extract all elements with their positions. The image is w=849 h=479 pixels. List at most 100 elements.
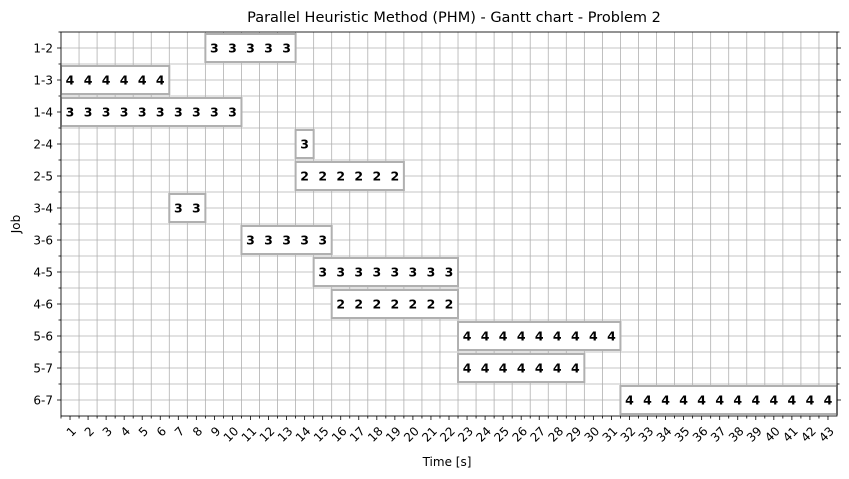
y-tick-label: 5-7 [33, 362, 53, 376]
x-tick-label: 2 [82, 424, 97, 439]
task-label: 2 [372, 297, 381, 312]
task-label: 4 [535, 361, 544, 376]
task-label: 4 [463, 361, 472, 376]
task-label: 4 [643, 393, 652, 408]
task-label: 3 [336, 265, 345, 280]
task-label: 4 [463, 329, 472, 344]
task-label: 4 [553, 329, 562, 344]
task-label: 2 [318, 169, 327, 184]
y-tick-label: 1-3 [33, 74, 53, 88]
y-tick-label: 5-6 [33, 330, 53, 344]
task-label: 3 [84, 105, 93, 120]
x-tick-label: 9 [208, 424, 223, 439]
task-bar-6-7 [619, 385, 838, 415]
task-label: 4 [571, 329, 580, 344]
task-label: 3 [300, 137, 309, 152]
y-tick-label: 4-6 [33, 298, 53, 312]
task-bar-3-6 [240, 225, 333, 255]
task-label: 2 [354, 169, 363, 184]
y-tick-label: 2-4 [33, 138, 53, 152]
task-label: 3 [228, 105, 237, 120]
task-label: 2 [391, 297, 400, 312]
x-axis-label: Time [s] [422, 455, 472, 469]
task-label: 4 [589, 329, 598, 344]
task-label: 3 [210, 105, 219, 120]
task-label: 4 [806, 393, 815, 408]
task-label: 3 [228, 41, 237, 56]
task-label: 4 [517, 329, 526, 344]
task-bar-5-6 [457, 321, 622, 351]
x-tick-label: 8 [190, 424, 205, 439]
task-label: 4 [553, 361, 562, 376]
y-axis-label: Job [9, 215, 23, 235]
task-label: 2 [409, 297, 418, 312]
y-tick-label: 2-5 [33, 170, 53, 184]
x-axis: 1 2 3 4 5 6 7 8 91011121314151617181920212223242… [60, 416, 837, 445]
task-bar-5-7 [457, 353, 586, 383]
y-tick-label: 3-4 [33, 202, 53, 216]
task-bar-1-3 [60, 65, 171, 95]
task-label: 3 [192, 201, 201, 216]
task-label: 4 [156, 73, 165, 88]
x-tick-label: 43 [816, 424, 837, 445]
task-label: 4 [481, 361, 490, 376]
x-tick-label: 5 [136, 424, 151, 439]
task-label: 3 [264, 233, 273, 248]
task-label: 3 [156, 105, 165, 120]
task-label: 4 [824, 393, 833, 408]
task-label: 3 [210, 41, 219, 56]
task-label: 4 [535, 329, 544, 344]
task-label: 2 [300, 169, 309, 184]
task-label: 4 [625, 393, 634, 408]
task-label: 2 [354, 297, 363, 312]
task-label: 2 [336, 169, 345, 184]
task-bar-3-4 [168, 193, 207, 223]
task-label: 3 [174, 201, 183, 216]
task-label: 4 [733, 393, 742, 408]
task-label: 3 [192, 105, 201, 120]
y-tick-label: 1-4 [33, 106, 53, 120]
task-label: 4 [120, 73, 129, 88]
task-label: 3 [138, 105, 147, 120]
task-label: 4 [138, 73, 147, 88]
task-label: 4 [517, 361, 526, 376]
task-label: 3 [264, 41, 273, 56]
task-label: 4 [499, 329, 508, 344]
task-label: 3 [282, 41, 291, 56]
task-label: 3 [246, 233, 255, 248]
task-label: 3 [318, 233, 327, 248]
y-tick-label: 3-6 [33, 234, 53, 248]
task-label: 3 [120, 105, 129, 120]
chart-title: Parallel Heuristic Method (PHM) - Gantt … [247, 10, 661, 26]
task-label: 3 [372, 265, 381, 280]
task-label: 4 [788, 393, 797, 408]
task-bar-2-5 [294, 161, 405, 191]
grid [60, 31, 838, 417]
task-label: 3 [354, 265, 363, 280]
task-label: 4 [679, 393, 688, 408]
task-label: 4 [481, 329, 490, 344]
task-bar-4-5 [312, 257, 460, 287]
task-label: 4 [769, 393, 778, 408]
x-tick-label: 1 [64, 424, 79, 439]
task-label: 4 [102, 73, 111, 88]
task-label: 2 [445, 297, 454, 312]
task-label: 3 [246, 41, 255, 56]
task-label: 4 [607, 329, 616, 344]
task-label: 3 [174, 105, 183, 120]
task-label: 3 [318, 265, 327, 280]
task-label: 4 [571, 361, 580, 376]
task-label: 4 [715, 393, 724, 408]
task-bar-4-6 [330, 289, 460, 319]
bars: 3 3 3 3 34 4 4 4 4 43 3 3 3 3 3 3 3 3 332 2 2 2 2 23 33 3 3 3 33 3 3 3 3… [60, 33, 838, 415]
task-label: 3 [102, 105, 111, 120]
y-tick-label: 6-7 [33, 394, 53, 408]
task-label: 3 [391, 265, 400, 280]
task-bar-1-4 [60, 97, 243, 127]
task-label: 4 [697, 393, 706, 408]
task-label: 3 [300, 233, 309, 248]
task-label: 2 [372, 169, 381, 184]
task-bar-2-4 [294, 129, 315, 159]
task-label: 4 [661, 393, 670, 408]
